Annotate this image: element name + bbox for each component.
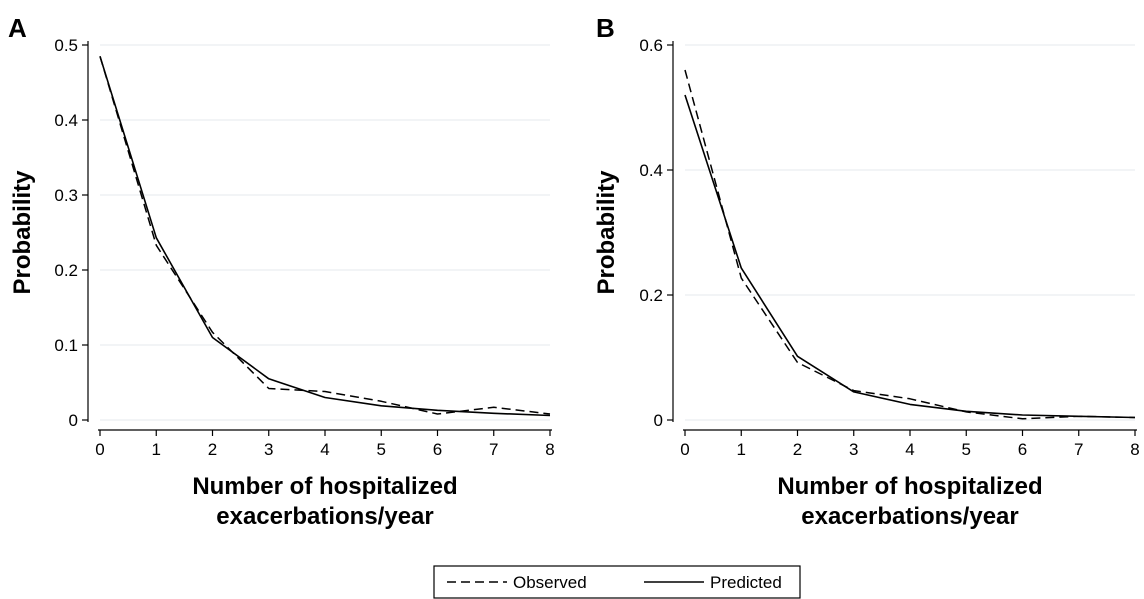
panel-b-x-tick-label-7: 7	[1074, 440, 1083, 459]
panel-b: B 0 0.2 0.4 0.6 0 1 2 3 4 5 6 7 8 Probability Number o…	[593, 13, 1140, 530]
legend-box	[433, 565, 801, 599]
panel-a-observed-line	[99, 56, 551, 415]
panel-b-x-tick-label-5: 5	[962, 440, 971, 459]
panel-a-y-tick-label-5: 0.5	[54, 36, 78, 55]
panel-a-x-tick-label-2: 2	[208, 440, 217, 459]
panel-a-y-tick-label-1: 0.1	[54, 336, 78, 355]
panel-b-x-tick-label-4: 4	[905, 440, 914, 459]
panel-a-x-axis-title-line-1: Number of hospitalized	[192, 473, 457, 500]
panel-b-y-tick-label-1: 0.2	[639, 286, 663, 305]
panel-b-x-tick-label-3: 3	[849, 440, 858, 459]
panel-b-y-tick-label-0: 0	[654, 411, 663, 430]
panel-a-letter: A	[8, 13, 27, 43]
panel-a: A 0 0.1 0.2 0.3 0.4 0.5 0 1 2 3 4 5 6 7 8 Probability Nu…	[8, 13, 555, 530]
panel-a-x-tick-label-1: 1	[152, 440, 161, 459]
panel-a-y-tick-label-4: 0.4	[54, 111, 78, 130]
panel-b-x-tick-label-6: 6	[1018, 440, 1027, 459]
panel-b-x-tick-label-8: 8	[1130, 440, 1139, 459]
panel-a-y-tick-label-3: 0.3	[54, 186, 78, 205]
panel-b-letter: B	[596, 13, 615, 43]
panel-a-y-tick-label-2: 0.2	[54, 261, 78, 280]
legend: Observed Predicted	[433, 565, 801, 599]
panel-b-x-axis-title-line-1: Number of hospitalized	[777, 473, 1042, 500]
legend-observed-label: Observed	[513, 573, 587, 592]
panel-b-predicted-line	[684, 94, 1136, 419]
panel-a-x-tick-label-4: 4	[320, 440, 329, 459]
panel-b-x-tick-label-0: 0	[680, 440, 689, 459]
panel-a-predicted-line	[99, 56, 551, 417]
panel-b-x-tick-label-1: 1	[737, 440, 746, 459]
panel-a-x-tick-label-5: 5	[377, 440, 386, 459]
panel-a-x-tick-label-3: 3	[264, 440, 273, 459]
panel-b-x-tick-label-2: 2	[793, 440, 802, 459]
panel-b-observed-line	[684, 69, 1136, 420]
panel-a-x-tick-label-7: 7	[489, 440, 498, 459]
panel-b-y-tick-label-3: 0.6	[639, 36, 663, 55]
legend-predicted-label: Predicted	[710, 573, 782, 592]
panel-b-y-axis-title: Probability	[593, 170, 620, 295]
panel-a-x-tick-label-0: 0	[95, 440, 104, 459]
panel-a-x-tick-label-6: 6	[433, 440, 442, 459]
panel-a-y-axis-title: Probability	[9, 170, 36, 295]
panel-b-x-axis-title-line-2: exacerbations/year	[801, 503, 1018, 530]
panel-a-x-tick-label-8: 8	[545, 440, 554, 459]
panel-b-y-tick-label-2: 0.4	[639, 161, 663, 180]
panel-a-y-tick-label-0: 0	[69, 411, 78, 430]
panel-a-x-axis-title-line-2: exacerbations/year	[216, 503, 433, 530]
